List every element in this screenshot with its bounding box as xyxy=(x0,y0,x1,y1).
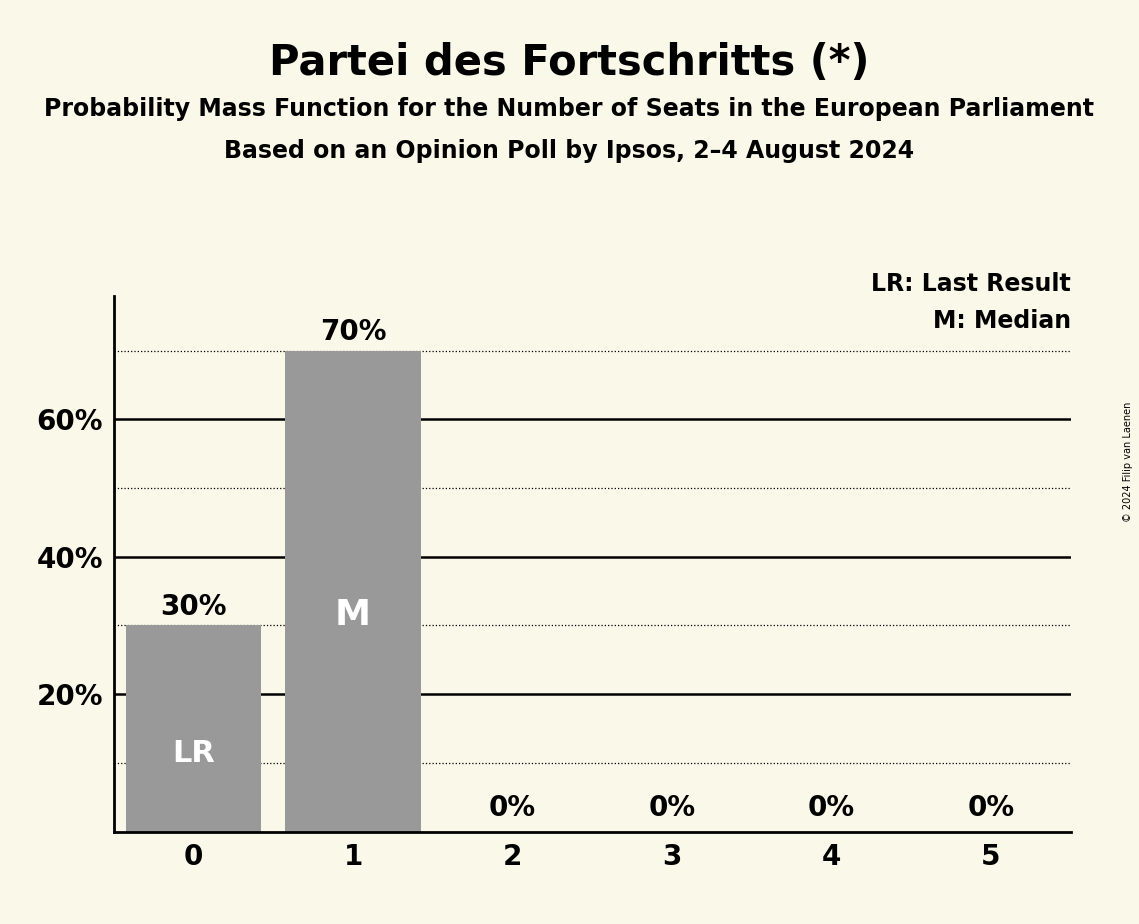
Text: © 2024 Filip van Laenen: © 2024 Filip van Laenen xyxy=(1123,402,1133,522)
Text: Probability Mass Function for the Number of Seats in the European Parliament: Probability Mass Function for the Number… xyxy=(44,97,1095,121)
Text: 0%: 0% xyxy=(967,794,1015,821)
Text: LR: Last Result: LR: Last Result xyxy=(871,272,1071,296)
Text: M: Median: M: Median xyxy=(933,310,1071,334)
Text: 0%: 0% xyxy=(808,794,855,821)
Text: 30%: 30% xyxy=(161,592,227,621)
Text: Partei des Fortschritts (*): Partei des Fortschritts (*) xyxy=(269,42,870,83)
Bar xyxy=(126,626,261,832)
Text: 0%: 0% xyxy=(489,794,536,821)
Bar xyxy=(285,350,420,832)
Text: M: M xyxy=(335,598,371,632)
Text: Based on an Opinion Poll by Ipsos, 2–4 August 2024: Based on an Opinion Poll by Ipsos, 2–4 A… xyxy=(224,139,915,163)
Text: 70%: 70% xyxy=(320,318,386,346)
Text: 0%: 0% xyxy=(648,794,696,821)
Text: LR: LR xyxy=(172,739,215,768)
